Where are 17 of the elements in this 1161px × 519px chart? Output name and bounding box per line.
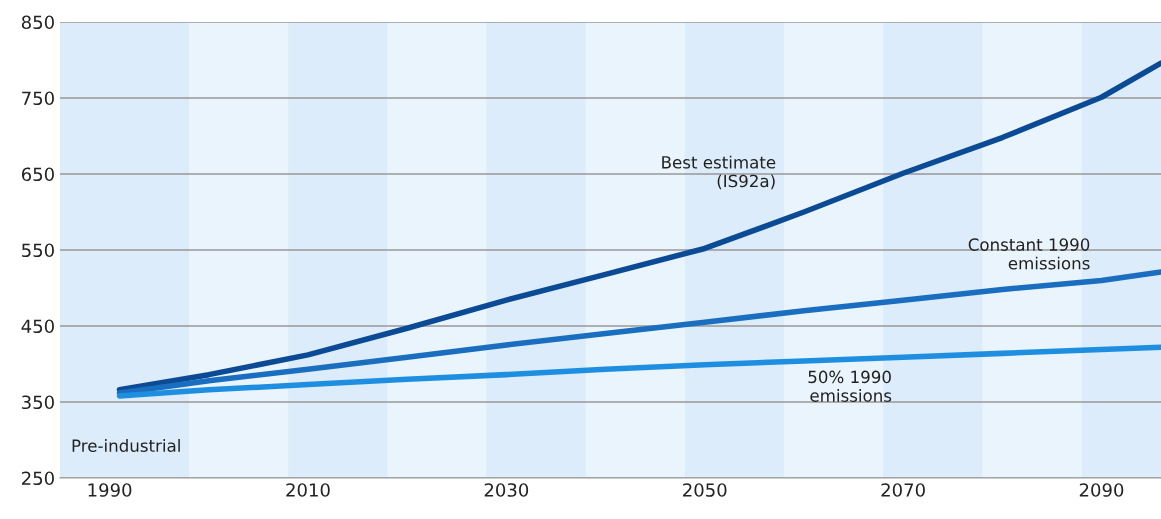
- y-tick-label: 450: [21, 319, 54, 334]
- y-tick-label: 350: [22, 395, 54, 410]
- x-tick-label: 2050: [683, 483, 727, 497]
- series-label: 50% 1990 emissions: [808, 370, 892, 402]
- x-tick-label: 2010: [286, 483, 330, 497]
- series-label: Best estimate (IS92a): [662, 155, 776, 190]
- x-tick-label: 1990: [88, 483, 132, 497]
- y-tick-label: 850: [21, 15, 54, 30]
- y-tick-label: 750: [22, 91, 54, 106]
- y-tick-label: 250: [22, 471, 54, 486]
- x-tick-label: 2070: [881, 483, 925, 497]
- y-tick-label: 650: [21, 167, 54, 182]
- annotation: Pre-industrial: [72, 439, 180, 452]
- y-tick-label: 550: [22, 243, 54, 258]
- x-tick-label: 2090: [1079, 483, 1124, 497]
- series-label: Constant 1990 emissions: [968, 238, 1090, 270]
- x-tick-label: 2030: [484, 483, 529, 497]
